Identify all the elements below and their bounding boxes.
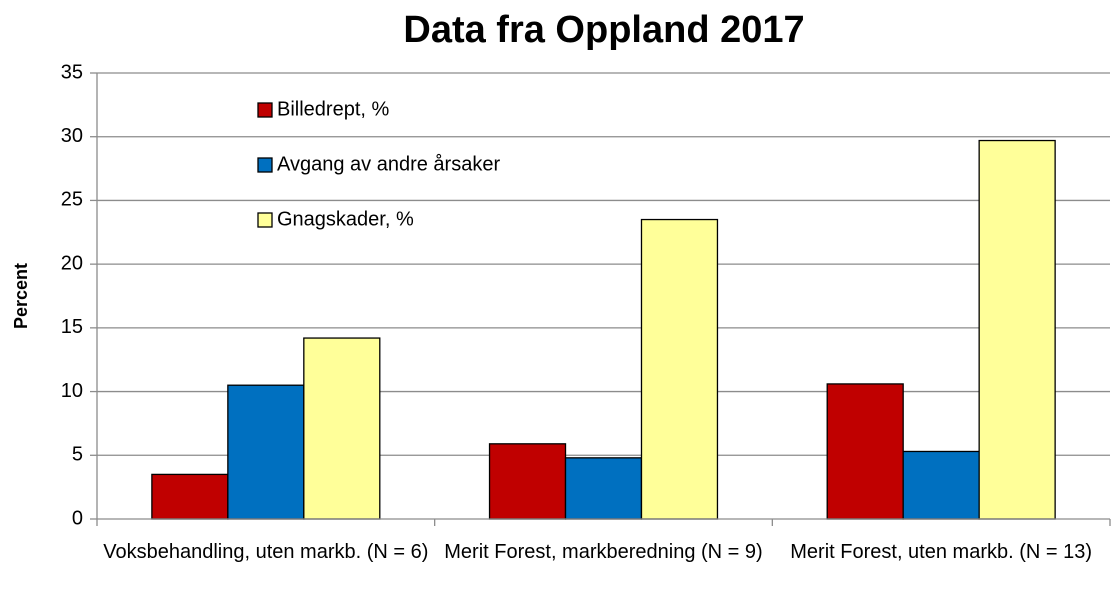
y-tick-label: 20 (61, 252, 83, 274)
legend-label: Billedrept, % (277, 98, 389, 120)
bar (564, 457, 643, 520)
legend-label: Avgang av andre årsaker (277, 153, 500, 175)
y-tick-label: 30 (61, 125, 83, 147)
legend-label: Gnagskader, % (277, 208, 414, 230)
bar (488, 443, 567, 520)
bar (227, 384, 305, 520)
legend-swatch (257, 157, 273, 173)
bar (978, 139, 1056, 520)
x-tick-label: Voksbehandling, uten markb. (N = 6) (103, 541, 429, 563)
y-tick-label: 0 (72, 507, 83, 529)
x-tick-label: Merit Forest, markberedning (N = 9) (444, 541, 763, 563)
bar (303, 337, 381, 520)
bar (640, 218, 719, 520)
y-tick-label: 15 (61, 316, 83, 338)
bar (902, 450, 980, 520)
y-tick-label: 35 (61, 61, 83, 83)
y-tick-label: 10 (61, 380, 83, 402)
bar (151, 473, 229, 520)
chart-title: Data fra Oppland 2017 (403, 9, 804, 51)
legend-swatch (257, 102, 273, 118)
x-tick-label: Merit Forest, uten markb. (N = 13) (790, 541, 1093, 563)
y-tick-label: 5 (72, 444, 83, 466)
legend-swatch (257, 212, 273, 228)
y-axis-label: Percent (11, 263, 31, 329)
bar (826, 383, 904, 520)
y-tick-label: 25 (61, 189, 83, 211)
